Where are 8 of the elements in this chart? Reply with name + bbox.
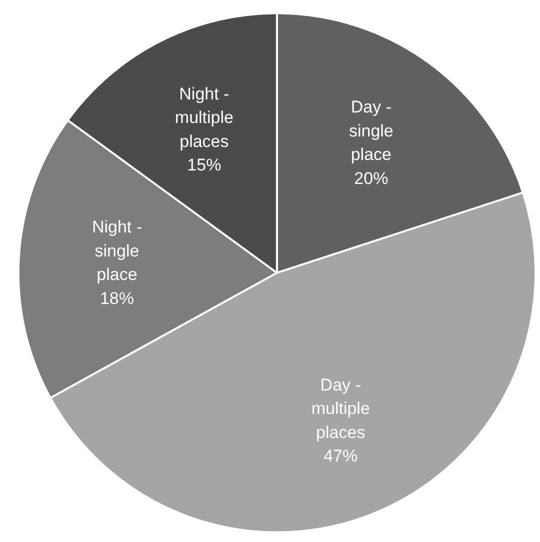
data-label: 47% (324, 446, 358, 466)
slice-label: Day - single place (348, 98, 394, 164)
slice-label: Night - single place (92, 218, 142, 284)
data-label: 15% (187, 156, 222, 175)
slice-label: Day - multiple places (311, 375, 370, 442)
data-label: 18% (100, 288, 134, 308)
data-label: 20% (354, 168, 388, 188)
slice-label: Night - multiple places (174, 84, 234, 151)
